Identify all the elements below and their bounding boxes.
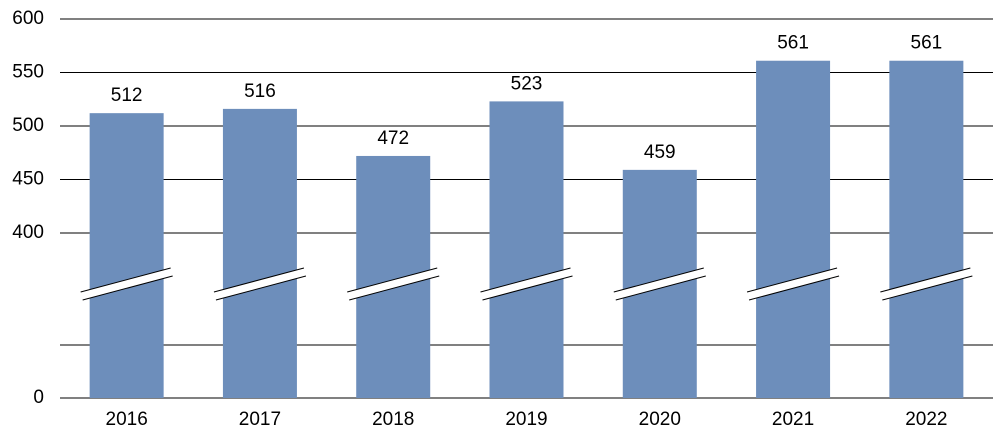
- bar: [222, 108, 297, 398]
- value-label: 561: [911, 33, 943, 54]
- x-tick-label: 2021: [772, 409, 814, 430]
- axis-break-line: [748, 275, 840, 301]
- axis-break-line: [80, 267, 171, 293]
- bar: [89, 113, 164, 398]
- axis-break: [613, 268, 706, 300]
- axis-break: [747, 268, 840, 300]
- axis-break-line: [347, 267, 438, 293]
- axis-break-line: [215, 275, 307, 301]
- bar: [489, 101, 564, 398]
- axis-break: [213, 268, 306, 300]
- x-tick-label: 2016: [106, 409, 148, 430]
- value-label: 561: [777, 33, 809, 54]
- axis-break-line: [615, 275, 706, 301]
- x-tick-label: 2019: [505, 409, 547, 430]
- y-tick-label: 500: [12, 115, 44, 136]
- axis-break-line: [880, 267, 971, 293]
- axis-break-line: [482, 275, 573, 301]
- y-tick-label: 550: [12, 62, 44, 83]
- axis-break: [347, 268, 440, 300]
- axis-break: [880, 268, 973, 300]
- value-label: 512: [111, 85, 143, 106]
- axis-break-line: [349, 275, 440, 301]
- x-tick-label: 2018: [372, 409, 414, 430]
- y-tick-label: 0: [33, 387, 44, 408]
- axis-break-line: [82, 275, 173, 301]
- axis-break-line: [746, 267, 838, 293]
- axis-break: [480, 268, 573, 300]
- y-tick-label: 400: [12, 222, 44, 243]
- value-label: 516: [244, 81, 276, 102]
- x-tick-label: 2022: [905, 409, 947, 430]
- y-tick-label: 450: [12, 169, 44, 190]
- x-tick-label: 2020: [639, 409, 681, 430]
- axis-break-line: [480, 267, 571, 293]
- value-label: 523: [511, 73, 543, 94]
- axis-break-line: [882, 275, 973, 301]
- bar: [889, 60, 964, 398]
- bar: [756, 60, 831, 398]
- axis-break: [80, 268, 173, 300]
- value-label: 472: [377, 128, 409, 149]
- value-label: 459: [644, 142, 676, 163]
- y-tick-label: 600: [12, 8, 44, 29]
- axis-break-line: [613, 267, 704, 293]
- axis-break-line: [213, 267, 305, 293]
- x-tick-label: 2017: [239, 409, 281, 430]
